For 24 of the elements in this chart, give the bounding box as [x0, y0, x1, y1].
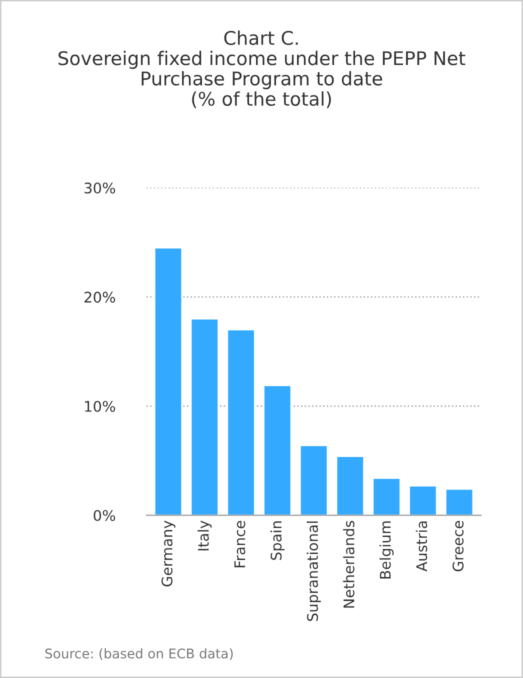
bar [336, 456, 365, 516]
x-tick-label: Netherlands [343, 520, 354, 608]
bar [372, 477, 401, 516]
x-tick-label: Austria [416, 521, 428, 572]
x-tick-label: Belgium [380, 521, 394, 578]
source-note: Source: (based on ECB data) [45, 648, 233, 660]
y-tick-label: 30% [84, 182, 116, 194]
bar [190, 318, 219, 516]
x-tick-label: France [234, 520, 246, 568]
bar [408, 485, 438, 516]
y-tick-label: 0% [94, 510, 116, 522]
x-tick-label: Supranational [306, 522, 321, 621]
x-tick-label: Greece [452, 520, 464, 572]
chart-title: Chart C. Sovereign fixed income under the PEPP Net Purchase Program to date (% of the total) [58, 30, 466, 108]
y-tick-label: 20% [84, 292, 116, 303]
bar [226, 329, 256, 516]
x-tick-label: Spain [270, 521, 284, 560]
bar [154, 247, 183, 516]
y-tick-label: 10% [85, 400, 116, 412]
bar [444, 488, 474, 516]
bar [299, 444, 328, 516]
x-tick-label: Germany [161, 520, 176, 586]
x-tick-label: Italy [198, 520, 212, 550]
bar [263, 384, 292, 516]
